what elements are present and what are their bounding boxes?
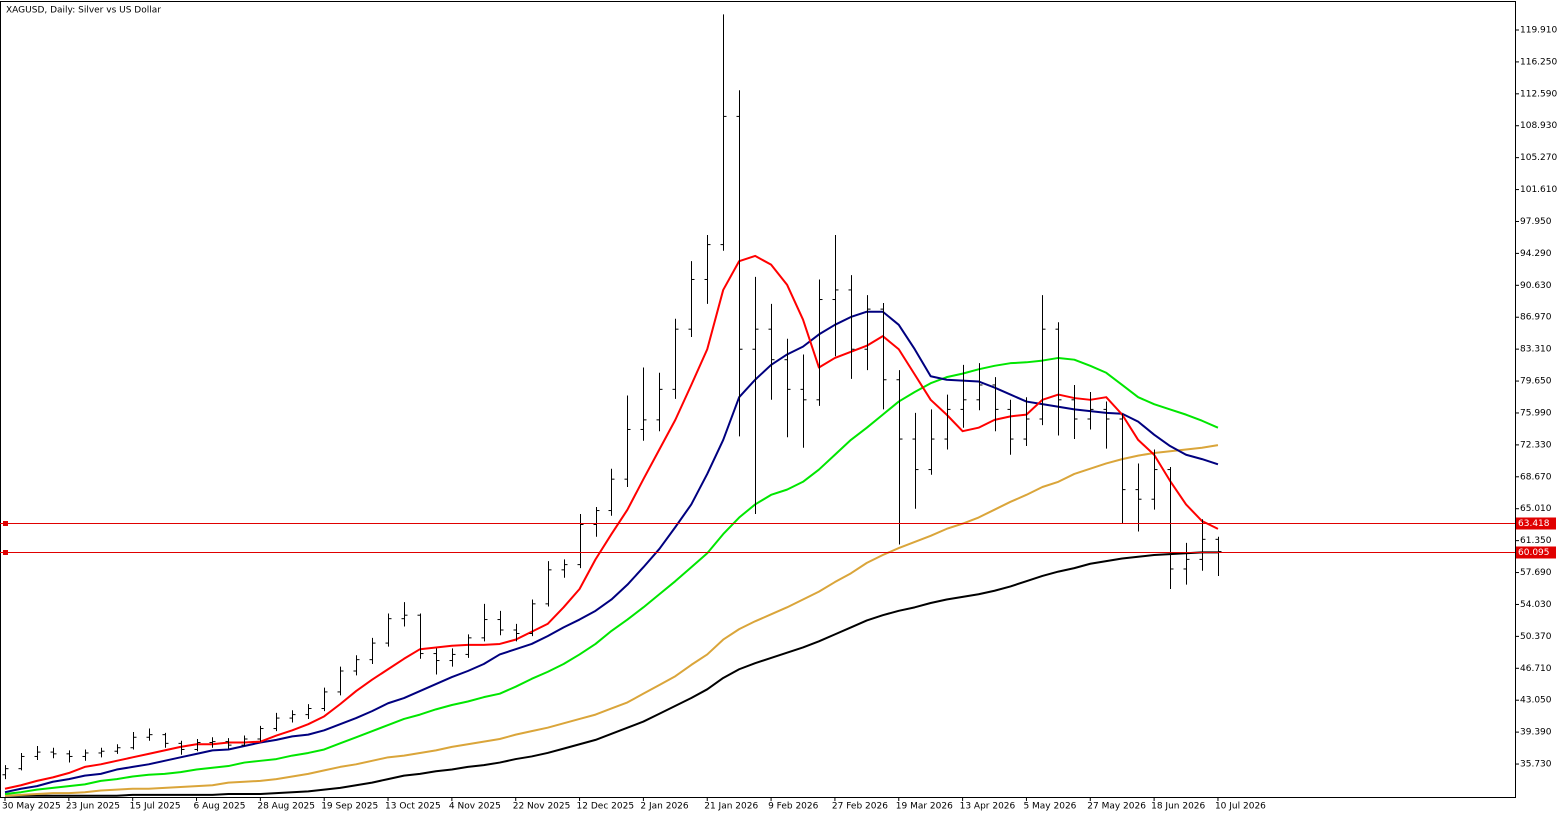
chart-title: XAGUSD, Daily: Silver vs US Dollar [6, 6, 161, 16]
x-tick-label: 2 Jan 2026 [640, 802, 688, 812]
y-tick-label: 61.350 [1520, 536, 1552, 546]
price-level-tag [1516, 546, 1556, 559]
moving-average-line [4, 254, 1219, 790]
x-tick-label: 19 Mar 2026 [896, 802, 953, 812]
x-tick-label: 10 Jul 2026 [1215, 802, 1266, 812]
y-tick-label: 68.670 [1520, 472, 1552, 482]
y-tick-label: 116.250 [1520, 57, 1557, 67]
y-tick-label: 43.050 [1520, 696, 1552, 706]
y-tick-label: 65.010 [1520, 504, 1552, 514]
price-level-handle [3, 521, 8, 526]
x-tick-label: 27 May 2026 [1087, 802, 1146, 812]
price-level-tag [1516, 517, 1556, 530]
x-tick-label: 12 Dec 2025 [577, 802, 635, 812]
y-tick-label: 86.970 [1520, 313, 1552, 323]
x-tick-label: 18 Jun 2026 [1151, 802, 1205, 812]
y-tick-label: 97.950 [1520, 217, 1552, 227]
price-level-label: 60.095 [1518, 548, 1550, 558]
y-tick-label: 90.630 [1520, 281, 1552, 291]
moving-average-line [4, 310, 1219, 794]
x-tick-label: 9 Feb 2026 [768, 802, 819, 812]
y-tick-label: 39.390 [1520, 728, 1552, 738]
y-tick-label: 50.370 [1520, 632, 1552, 642]
x-tick-label: 30 May 2025 [2, 802, 61, 812]
x-tick-label: 13 Oct 2025 [385, 802, 441, 812]
moving-average-line [4, 444, 1219, 797]
moving-average-line [4, 356, 1219, 795]
x-tick-label: 4 Nov 2025 [449, 802, 501, 812]
y-tick-label: 75.990 [1520, 408, 1552, 418]
plot-frame [0, 1, 1516, 798]
x-tick-label: 27 Feb 2026 [832, 802, 888, 812]
x-tick-label: 15 Jul 2025 [130, 802, 181, 812]
y-tick-label: 105.270 [1520, 153, 1557, 163]
y-tick-label: 35.730 [1520, 760, 1552, 770]
x-tick-label: 28 Aug 2025 [257, 802, 315, 812]
x-tick-label: 6 Aug 2025 [194, 802, 246, 812]
x-tick-label: 19 Sep 2025 [321, 802, 378, 812]
y-tick-label: 112.590 [1520, 89, 1557, 99]
x-tick-label: 5 May 2026 [1023, 802, 1076, 812]
y-tick-label: 72.330 [1520, 440, 1552, 450]
x-tick-label: 21 Jan 2026 [704, 802, 758, 812]
y-tick-label: 101.610 [1520, 185, 1557, 195]
x-tick-label: 22 Nov 2025 [513, 802, 571, 812]
moving-average-line [5, 551, 1218, 797]
price-level-label: 63.418 [1518, 519, 1550, 529]
price-level-handle [3, 550, 8, 555]
y-tick-label: 54.030 [1520, 600, 1552, 610]
y-tick-label: 79.650 [1520, 377, 1552, 387]
y-tick-label: 119.910 [1520, 25, 1557, 35]
y-tick-label: 83.310 [1520, 345, 1552, 355]
y-tick-label: 108.930 [1520, 121, 1557, 131]
x-tick-label: 23 Jun 2025 [66, 802, 120, 812]
y-tick-label: 46.710 [1520, 664, 1552, 674]
y-tick-label: 94.290 [1520, 249, 1552, 259]
y-tick-label: 57.690 [1520, 568, 1552, 578]
x-tick-label: 13 Apr 2026 [960, 802, 1016, 812]
